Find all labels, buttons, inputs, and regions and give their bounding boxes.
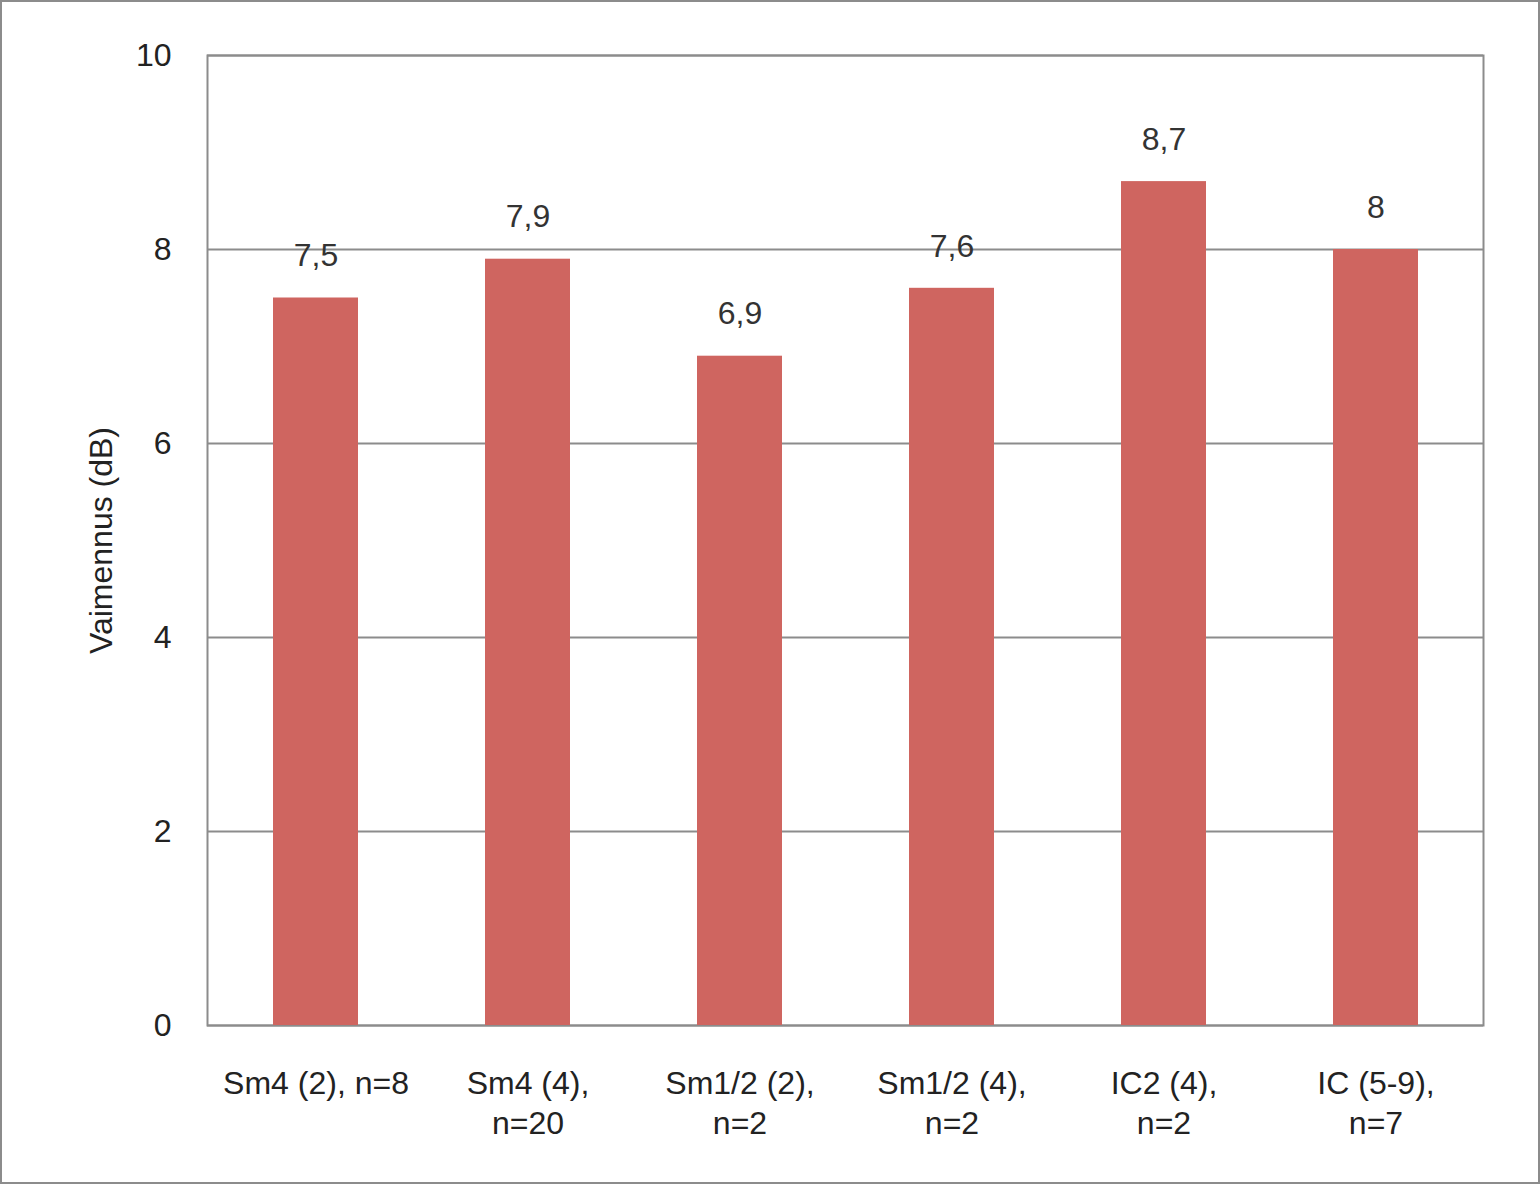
svg-text:Sm1/2 (2),n=2: Sm1/2 (2),n=2	[665, 1065, 814, 1141]
svg-text:8,7: 8,7	[1142, 121, 1186, 157]
svg-text:7,6: 7,6	[930, 228, 974, 264]
svg-text:Sm4 (2), n=8: Sm4 (2), n=8	[223, 1065, 409, 1101]
svg-text:7,9: 7,9	[506, 198, 550, 234]
svg-text:8: 8	[154, 231, 172, 267]
svg-text:4: 4	[154, 619, 172, 655]
svg-text:10: 10	[136, 37, 172, 73]
svg-text:Sm4 (4),n=20: Sm4 (4),n=20	[467, 1065, 590, 1141]
svg-text:8: 8	[1367, 189, 1385, 225]
svg-text:0: 0	[154, 1007, 172, 1043]
svg-text:2: 2	[154, 813, 172, 849]
svg-text:7,5: 7,5	[294, 237, 338, 273]
svg-text:6,9: 6,9	[718, 295, 762, 331]
svg-text:Vaimennus (dB): Vaimennus (dB)	[83, 427, 119, 654]
svg-text:IC2 (4),n=2: IC2 (4),n=2	[1111, 1065, 1218, 1141]
svg-text:6: 6	[154, 425, 172, 461]
svg-text:IC (5-9),n=7: IC (5-9),n=7	[1317, 1065, 1434, 1141]
svg-text:Sm1/2 (4),n=2: Sm1/2 (4),n=2	[877, 1065, 1026, 1141]
